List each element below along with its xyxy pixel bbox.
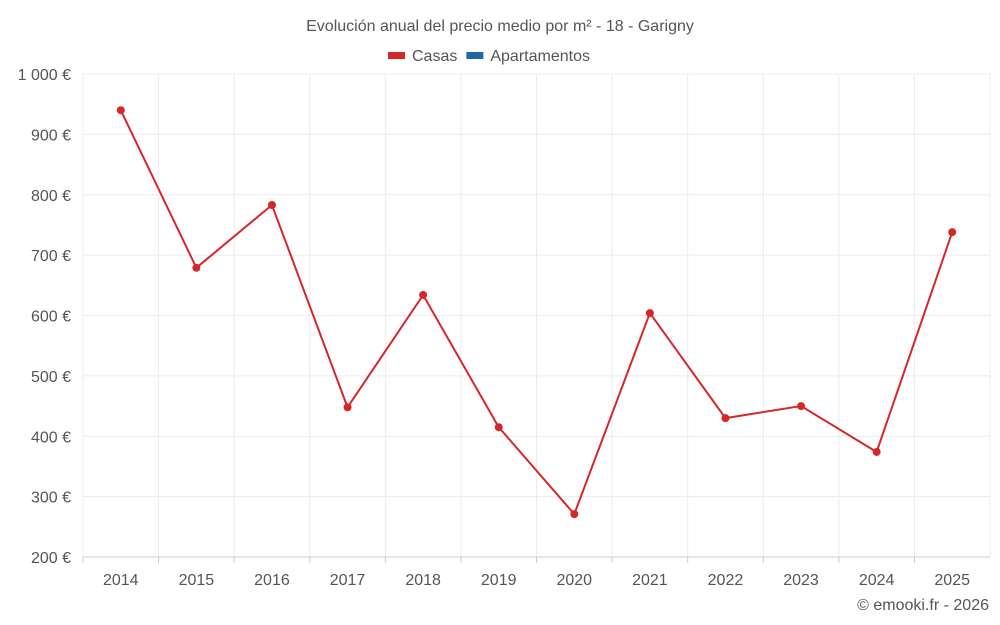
x-tick-label: 2016 xyxy=(254,572,290,589)
credit: © emooki.fr - 2026 xyxy=(857,597,989,614)
x-tick-label: 2014 xyxy=(103,572,139,589)
data-point xyxy=(645,309,654,318)
data-point xyxy=(419,290,428,299)
y-tick-label: 1 000 € xyxy=(18,67,71,84)
data-point xyxy=(192,263,201,272)
y-tick-label: 400 € xyxy=(31,429,71,446)
y-tick-label: 600 € xyxy=(31,309,71,326)
x-tick-label: 2017 xyxy=(330,572,366,589)
y-tick-label: 500 € xyxy=(31,369,71,386)
x-tick-label: 2022 xyxy=(708,572,744,589)
x-tick-label: 2024 xyxy=(859,572,895,589)
y-tick-label: 800 € xyxy=(31,188,71,205)
x-tick-label: 2018 xyxy=(405,572,441,589)
data-point xyxy=(494,423,503,432)
y-tick-label: 200 € xyxy=(31,550,71,567)
data-point xyxy=(721,414,730,423)
data-point xyxy=(797,402,806,411)
data-point xyxy=(343,403,352,412)
y-tick-label: 700 € xyxy=(31,248,71,265)
legend-label: Casas xyxy=(412,48,457,65)
x-tick-label: 2019 xyxy=(481,572,517,589)
data-point xyxy=(948,228,957,237)
legend: Casas Apartamentos xyxy=(388,48,590,65)
legend-swatch xyxy=(466,52,484,59)
x-tick-label: 2020 xyxy=(556,572,592,589)
legend-swatch xyxy=(388,52,405,59)
data-point xyxy=(116,106,125,115)
chart-title: Evolución anual del precio medio por m² … xyxy=(306,18,694,35)
legend-label: Apartamentos xyxy=(490,48,590,65)
axes: 200 € 300 € 400 € 500 € 600 € 700 € 800 € 900 €… xyxy=(18,67,990,589)
y-tick-label: 900 € xyxy=(31,127,71,144)
series-line-casas xyxy=(119,109,954,517)
data-point xyxy=(872,447,881,456)
x-tick-label: 2025 xyxy=(934,572,970,589)
x-tick-label: 2023 xyxy=(783,572,819,589)
grid xyxy=(82,73,991,558)
y-tick-label: 300 € xyxy=(31,490,71,507)
x-tick-label: 2021 xyxy=(632,572,668,589)
data-point xyxy=(570,510,579,519)
series xyxy=(116,106,957,519)
data-point xyxy=(267,201,276,210)
x-tick-label: 2015 xyxy=(179,572,215,589)
